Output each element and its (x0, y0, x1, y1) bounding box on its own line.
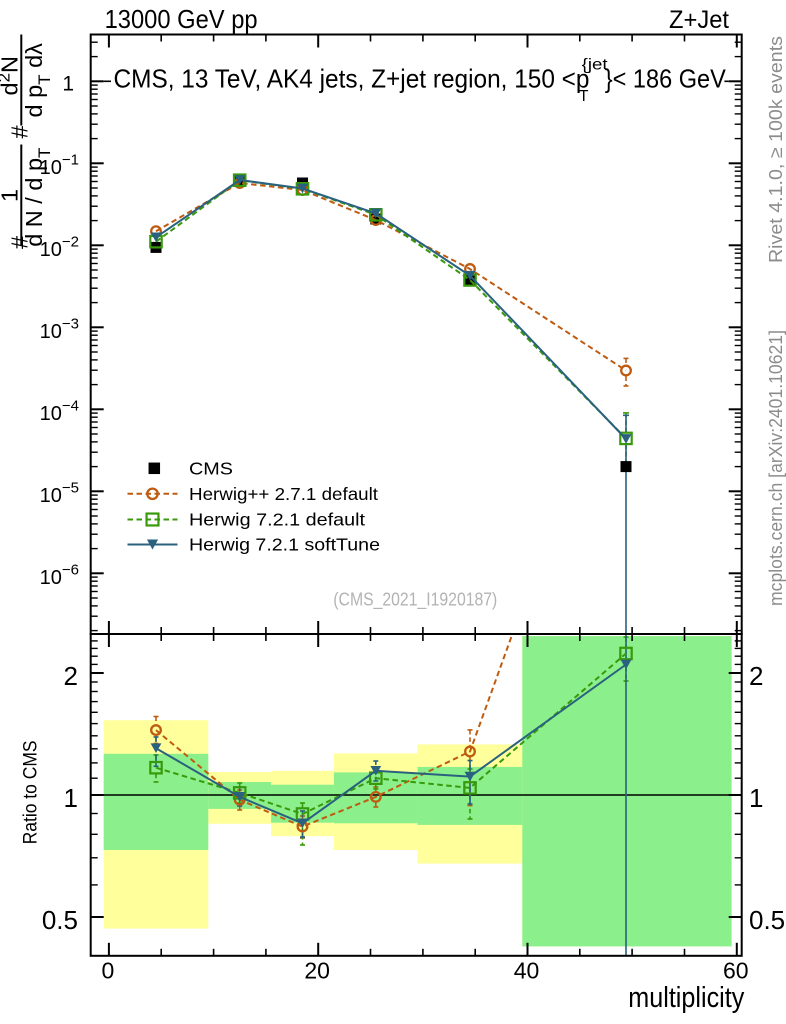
svg-text:mcplots.cern.ch [arXiv:2401.10: mcplots.cern.ch [arXiv:2401.10621] (765, 330, 786, 606)
svg-text:Z+Jet: Z+Jet (669, 6, 729, 34)
svg-text:T: T (579, 88, 589, 105)
svg-text:10−4: 10−4 (40, 397, 79, 425)
svg-text:60: 60 (723, 958, 749, 984)
svg-text:0.5: 0.5 (749, 905, 785, 935)
svg-text:CMS: CMS (189, 458, 233, 478)
svg-text:{jet: {jet (582, 57, 609, 74)
svg-text:#: # (7, 125, 33, 138)
svg-text:0: 0 (102, 958, 115, 984)
svg-text:2: 2 (749, 661, 763, 691)
svg-text:10−1: 10−1 (40, 151, 79, 179)
svg-text:Ratio to CMS: Ratio to CMS (21, 740, 42, 844)
svg-text:(CMS_2021_I1920187): (CMS_2021_I1920187) (333, 588, 497, 610)
svg-text:20: 20 (304, 958, 330, 984)
svg-text:1: 1 (62, 72, 74, 95)
svg-text:Rivet 4.1.0, ≥ 100k events: Rivet 4.1.0, ≥ 100k events (765, 36, 786, 263)
svg-text:1: 1 (64, 783, 78, 813)
svg-text:13000 GeV pp: 13000 GeV pp (105, 4, 258, 34)
svg-text:Herwig 7.2.1 softTune: Herwig 7.2.1 softTune (189, 535, 380, 555)
svg-text:CMS, 13 TeV, AK4 jets, Z+jet r: CMS, 13 TeV, AK4 jets, Z+jet region, 150… (114, 63, 590, 93)
svg-text:1: 1 (749, 783, 763, 813)
svg-text:}< 186 GeV: }< 186 GeV (605, 63, 727, 93)
svg-text:0.5: 0.5 (42, 905, 78, 935)
svg-text:1: 1 (0, 189, 23, 202)
svg-text:Herwig++ 2.7.1 default: Herwig++ 2.7.1 default (189, 484, 378, 504)
svg-text:d2N: d2N (0, 56, 23, 96)
svg-text:#: # (7, 236, 33, 249)
svg-text:2: 2 (64, 661, 78, 691)
svg-text:40: 40 (514, 958, 540, 984)
svg-text:Herwig 7.2.1 default: Herwig 7.2.1 default (189, 510, 365, 530)
svg-text:multiplicity: multiplicity (628, 982, 744, 1014)
